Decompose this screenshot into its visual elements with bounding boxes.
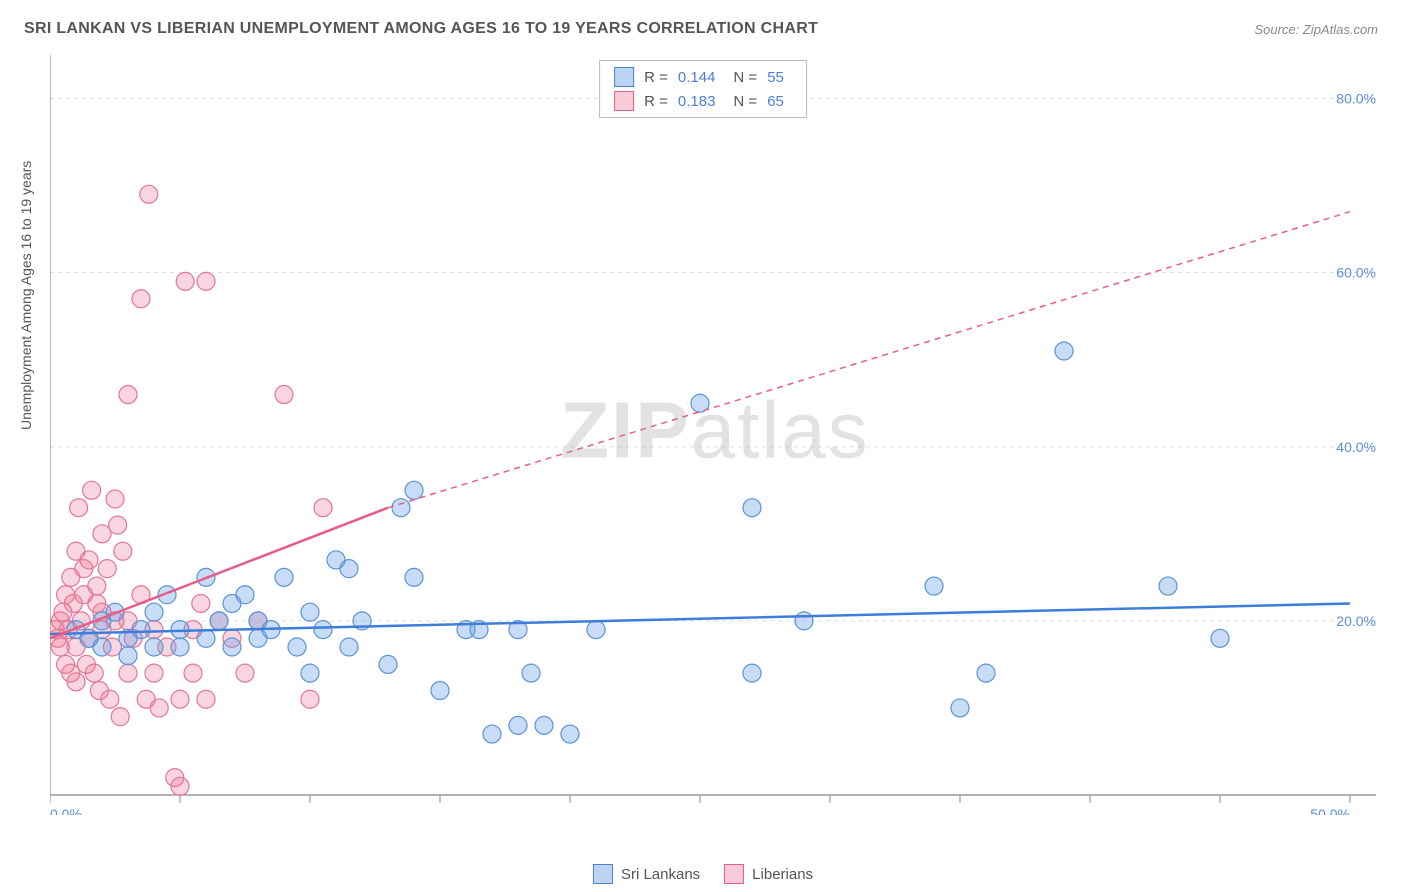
svg-text:80.0%: 80.0% bbox=[1336, 91, 1376, 107]
legend-item-1: Sri Lankans bbox=[593, 864, 700, 884]
r-value: 0.183 bbox=[678, 93, 716, 110]
legend-label-2: Liberians bbox=[752, 866, 813, 883]
n-value: 65 bbox=[767, 93, 784, 110]
n-value: 55 bbox=[767, 69, 784, 86]
legend-label-1: Sri Lankans bbox=[621, 866, 700, 883]
stats-row-2: R = 0.183 N = 65 bbox=[600, 89, 806, 113]
r-value: 0.144 bbox=[678, 69, 716, 86]
chart-area: 0.0%50.0%20.0%40.0%60.0%80.0% ZIPatlas bbox=[50, 55, 1380, 815]
legend-item-2: Liberians bbox=[724, 864, 813, 884]
y-axis-label: Unemployment Among Ages 16 to 19 years bbox=[18, 161, 34, 430]
source-label: Source: ZipAtlas.com bbox=[1254, 22, 1378, 37]
chart-title: SRI LANKAN VS LIBERIAN UNEMPLOYMENT AMON… bbox=[24, 20, 818, 38]
n-label: N = bbox=[733, 93, 757, 110]
svg-text:60.0%: 60.0% bbox=[1336, 265, 1376, 281]
r-label: R = bbox=[644, 69, 668, 86]
scatter-chart: 0.0% 50.0% 20.0% 40.0% 60.0% 80.0% bbox=[50, 55, 1380, 815]
n-label: N = bbox=[733, 69, 757, 86]
svg-text:50.0%: 50.0% bbox=[1310, 806, 1350, 815]
swatch-pink-icon bbox=[614, 91, 634, 111]
bottom-legend: Sri Lankans Liberians bbox=[593, 864, 813, 884]
swatch-blue-icon bbox=[593, 864, 613, 884]
r-label: R = bbox=[644, 93, 668, 110]
swatch-blue-icon bbox=[614, 67, 634, 87]
svg-text:0.0%: 0.0% bbox=[50, 806, 82, 815]
swatch-pink-icon bbox=[724, 864, 744, 884]
svg-text:40.0%: 40.0% bbox=[1336, 439, 1376, 455]
svg-text:20.0%: 20.0% bbox=[1336, 613, 1376, 629]
stats-row-1: R = 0.144 N = 55 bbox=[600, 65, 806, 89]
stats-legend-box: R = 0.144 N = 55 R = 0.183 N = 65 bbox=[599, 60, 807, 118]
